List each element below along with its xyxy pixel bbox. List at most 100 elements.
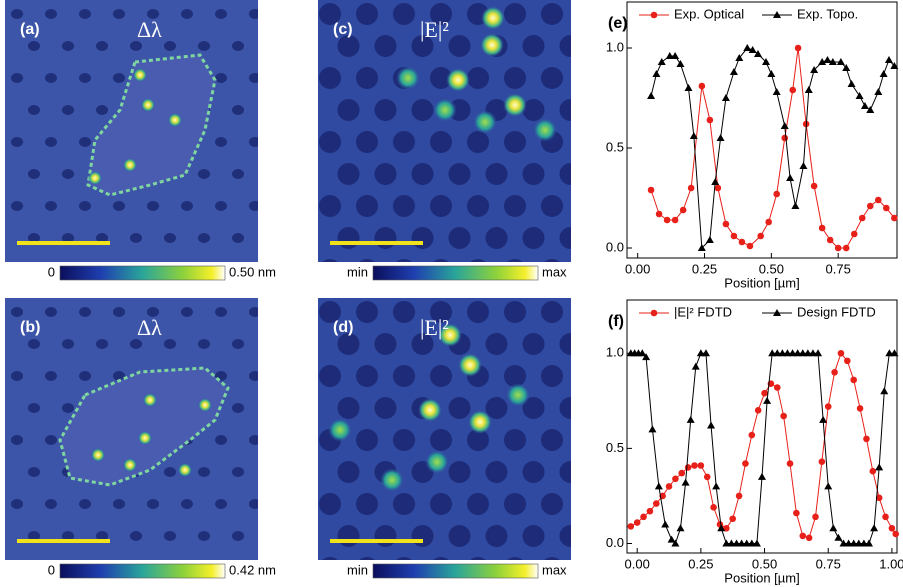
- series-line: [650, 47, 895, 250]
- hole: [232, 169, 244, 179]
- hole: [322, 259, 338, 262]
- data-point: [834, 244, 842, 252]
- hole: [266, 403, 278, 413]
- data-point: [810, 182, 818, 190]
- data-point: [814, 349, 823, 357]
- hole: [448, 525, 471, 547]
- hole: [62, 233, 74, 243]
- x-tick-label: 1.00: [879, 556, 903, 571]
- data-point: [627, 523, 635, 530]
- hole: [559, 163, 571, 185]
- data-point: [874, 196, 882, 204]
- y-tick-label: 0.5: [606, 440, 624, 455]
- hole: [504, 67, 526, 89]
- hole: [467, 67, 489, 89]
- data-point: [722, 220, 730, 228]
- data-point: [768, 349, 777, 357]
- legend-label: Exp. Topo.: [797, 6, 858, 21]
- data-point: [836, 58, 845, 65]
- hole: [393, 195, 415, 217]
- data-point: [863, 435, 870, 443]
- hole: [504, 3, 526, 25]
- colorbar-max: 0.50 nm: [229, 264, 276, 279]
- hot-spot: [178, 463, 192, 477]
- hole: [11, 73, 23, 83]
- data-point: [697, 244, 706, 251]
- hole: [113, 371, 125, 381]
- hot-spot: [433, 98, 457, 122]
- data-point: [729, 515, 737, 523]
- data-point: [730, 232, 738, 240]
- hole: [448, 35, 471, 57]
- data-point: [812, 513, 819, 521]
- hole: [11, 265, 23, 275]
- hot-spot: [458, 353, 482, 377]
- data-point: [891, 214, 898, 222]
- hole: [232, 467, 244, 477]
- data-point: [890, 349, 899, 357]
- hole: [337, 461, 360, 483]
- image: [318, 0, 600, 262]
- hole: [374, 333, 397, 355]
- data-point: [689, 132, 698, 139]
- hole: [396, 259, 412, 262]
- plot-frame: [626, 299, 898, 554]
- hole: [374, 35, 397, 57]
- image-panel: (d) |E|² min max: [318, 298, 571, 579]
- data-point: [818, 224, 826, 232]
- hole: [283, 9, 295, 19]
- hole: [300, 105, 312, 115]
- colorbar-max: max: [542, 562, 567, 577]
- data-point: [818, 58, 827, 65]
- hole: [113, 9, 125, 19]
- panel-label: (e): [608, 15, 628, 32]
- data-point: [671, 52, 680, 59]
- legend-marker: [650, 309, 658, 317]
- colorbar: [59, 265, 226, 281]
- hole: [470, 259, 486, 262]
- legend-marker: [773, 309, 781, 316]
- data-point: [705, 236, 714, 243]
- data-point: [772, 88, 781, 95]
- data-point: [875, 463, 884, 471]
- data-point: [748, 46, 757, 53]
- hole: [11, 371, 23, 381]
- hole: [11, 499, 23, 509]
- data-point: [866, 106, 875, 113]
- hole: [467, 131, 489, 153]
- hole: [181, 9, 193, 19]
- hole: [578, 67, 600, 89]
- data-point: [879, 70, 888, 77]
- data-point: [855, 92, 864, 99]
- data-point: [773, 384, 781, 391]
- hole: [113, 201, 125, 211]
- data-point: [646, 507, 654, 515]
- data-point: [642, 353, 651, 361]
- hole: [559, 525, 571, 547]
- data-point: [717, 524, 726, 532]
- data-point: [765, 218, 772, 226]
- hole: [485, 397, 508, 419]
- hole: [113, 307, 125, 317]
- hot-spot: [418, 398, 442, 422]
- colorbar-min: min: [347, 562, 368, 577]
- data-point: [844, 539, 853, 547]
- data-point: [858, 214, 866, 222]
- hole: [11, 307, 23, 317]
- hole: [374, 227, 397, 249]
- hole: [544, 259, 560, 262]
- hole: [356, 67, 378, 89]
- hole: [374, 525, 397, 547]
- hole: [430, 131, 452, 153]
- panel-symbol: |E|²: [420, 315, 449, 340]
- hole: [541, 493, 563, 515]
- x-tick-label: 0.75: [816, 556, 841, 571]
- data-point: [839, 539, 848, 547]
- hole: [113, 499, 125, 509]
- hole: [130, 339, 142, 349]
- hole: [198, 169, 210, 179]
- hole: [232, 531, 244, 541]
- data-point: [654, 482, 663, 490]
- hole: [578, 3, 600, 25]
- data-point: [859, 539, 868, 547]
